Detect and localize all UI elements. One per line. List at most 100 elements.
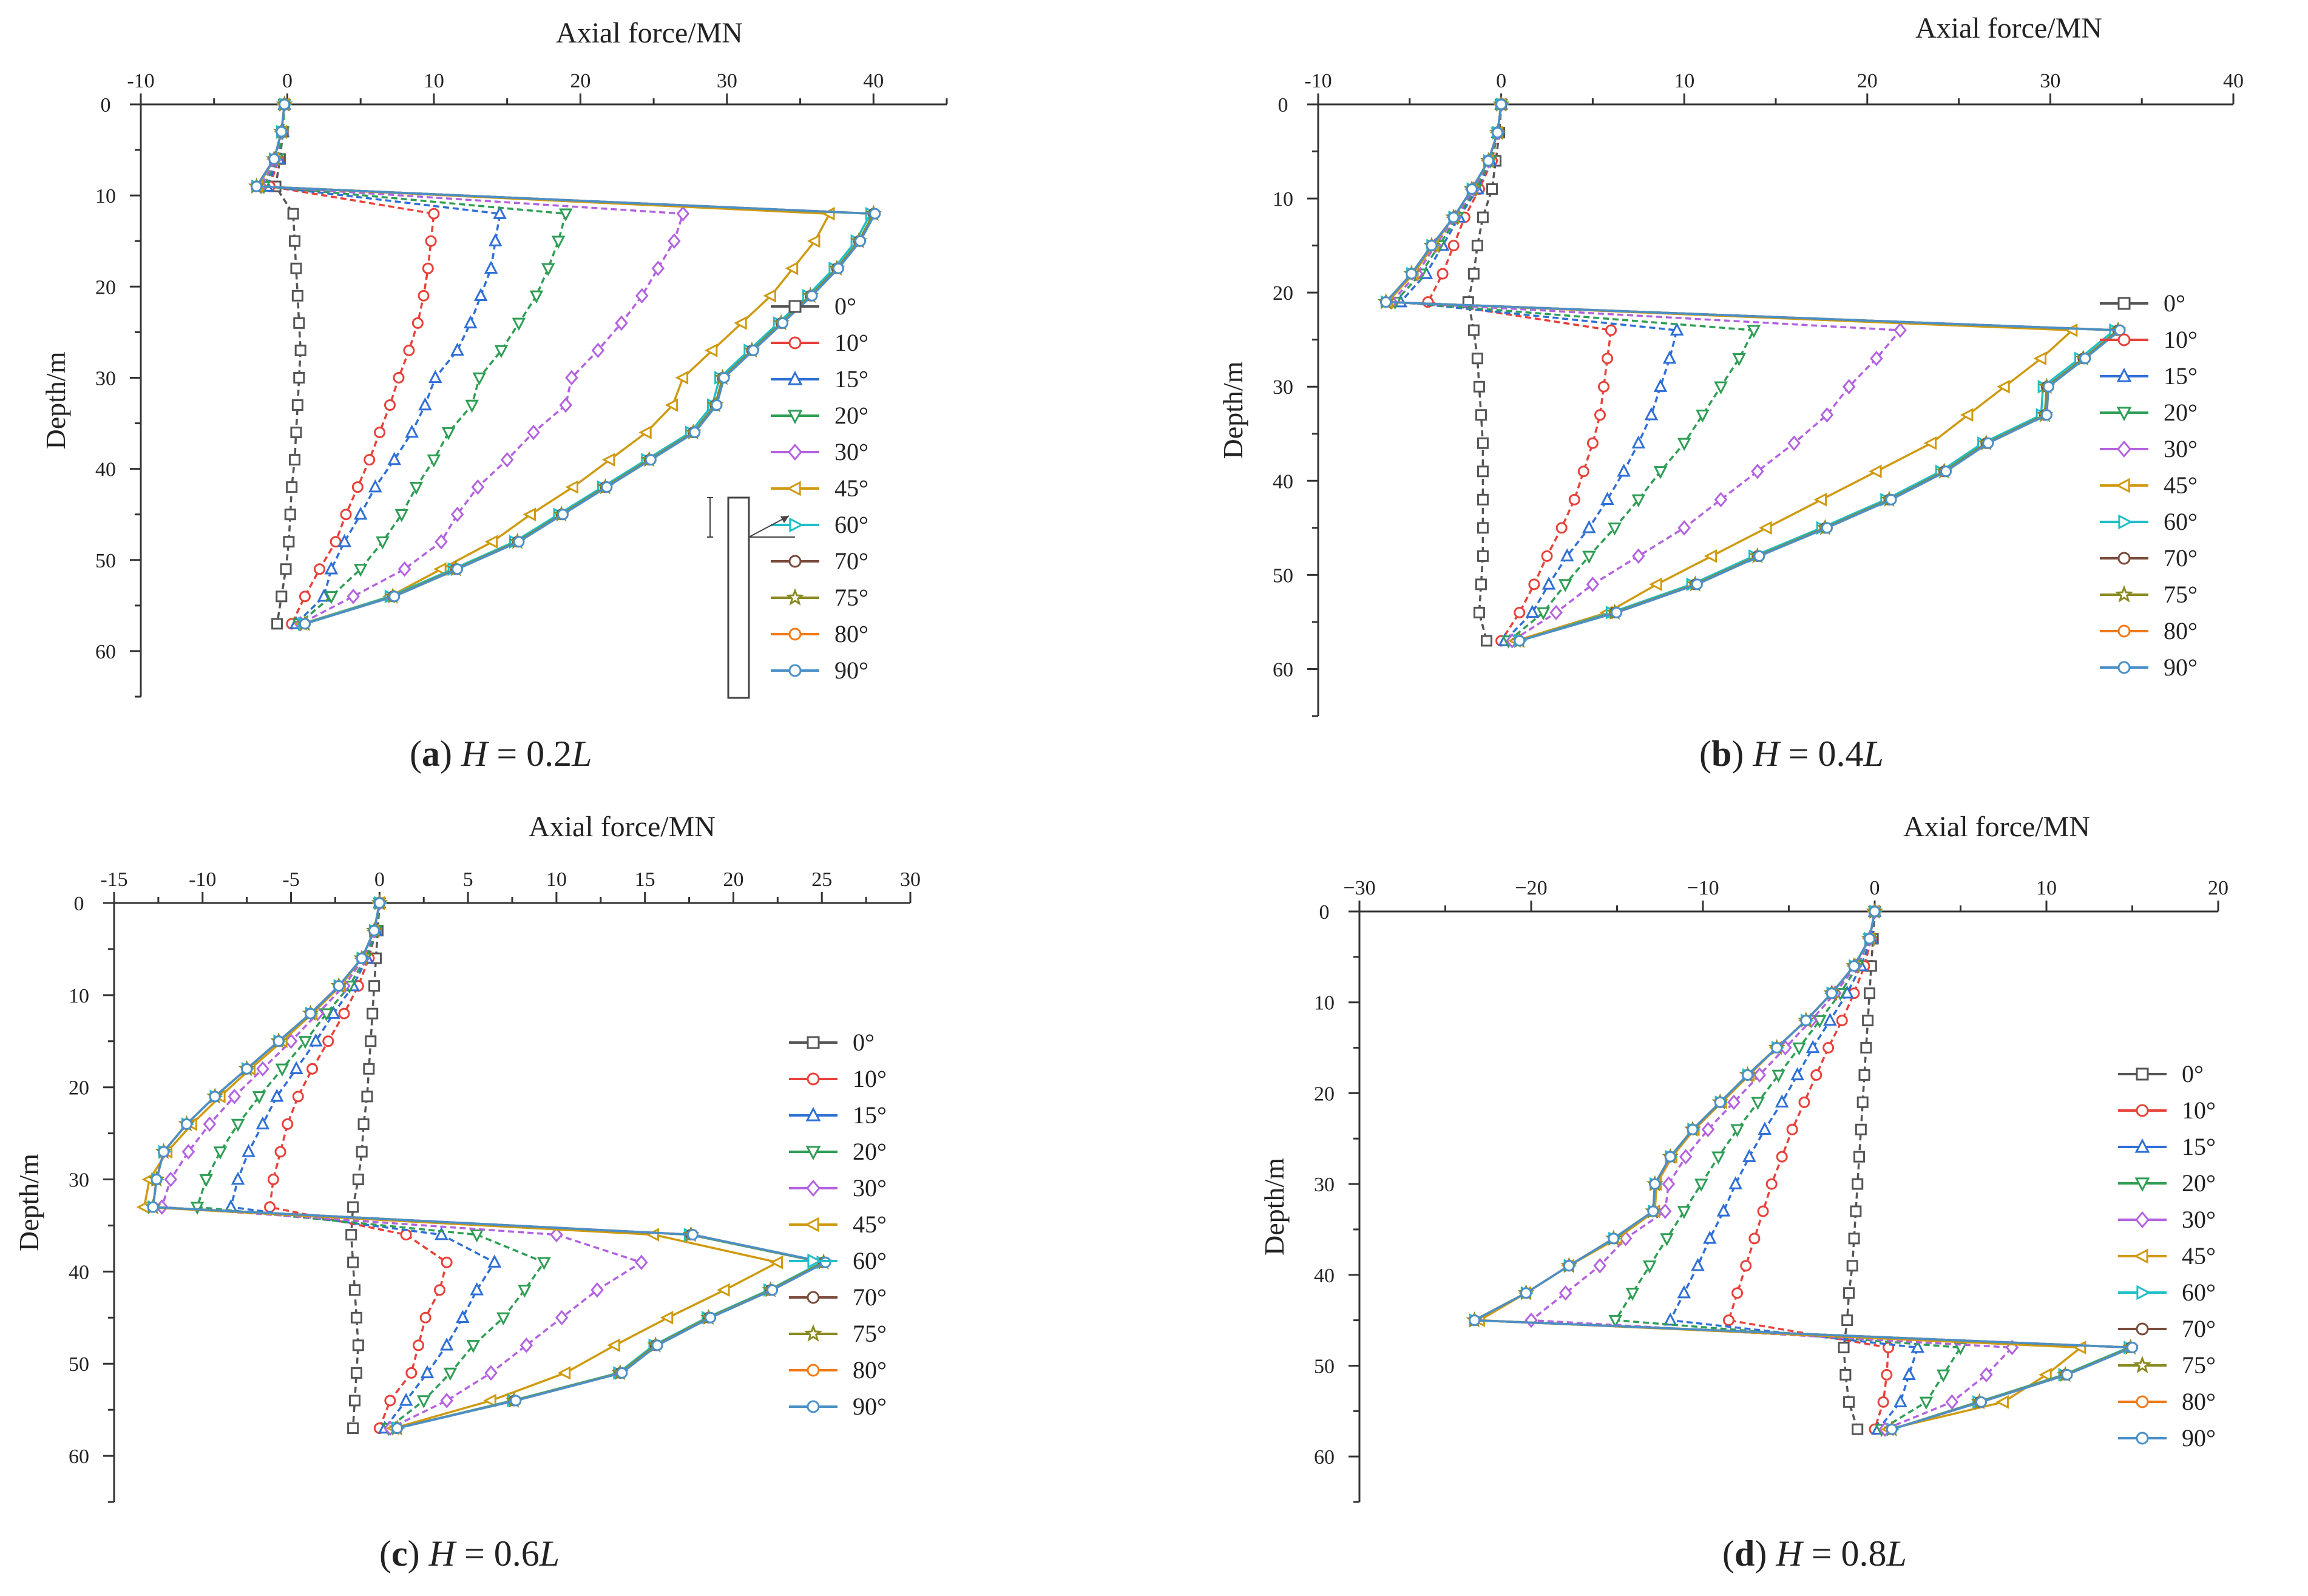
data-point [450, 506, 464, 522]
data-point [555, 1310, 569, 1326]
data-point [1839, 1368, 1852, 1381]
data-point [1757, 1205, 1769, 1217]
data-point [1492, 127, 1504, 139]
data-point [513, 536, 525, 548]
data-point [601, 453, 615, 467]
data-point [711, 399, 723, 411]
data-point [465, 399, 479, 413]
y-tick-label: 40 [1273, 470, 1293, 493]
data-point [361, 1090, 373, 1103]
data-point [1471, 240, 1483, 252]
series-line-10deg [1426, 104, 1613, 641]
data-point [293, 317, 305, 329]
data-point [1869, 905, 1881, 918]
data-point [284, 1033, 298, 1049]
data-point [1514, 635, 1526, 647]
data-point [473, 288, 488, 302]
data-point [493, 206, 507, 219]
y-tick-label: 0 [101, 94, 111, 117]
data-point [1728, 1176, 1743, 1189]
data-point [463, 315, 478, 329]
data-point [2127, 1342, 2138, 1354]
series-line-60deg [152, 902, 825, 1430]
data-point [1853, 1151, 1866, 1163]
data-point [472, 372, 487, 386]
data-point [435, 1226, 448, 1240]
data-point [1848, 960, 1860, 972]
legend-marker [807, 1364, 820, 1377]
data-point [282, 1118, 294, 1130]
data-point [1846, 1260, 1858, 1272]
series-line-20deg [1393, 104, 1756, 642]
legend-marker [807, 1291, 820, 1304]
legend-marker [2134, 1177, 2150, 1192]
legend-marker [788, 627, 802, 641]
data-point [1701, 1121, 1715, 1137]
data-point [1954, 1342, 1968, 1356]
legend-marker [806, 1179, 821, 1197]
data-point [1594, 409, 1606, 421]
data-point [651, 1339, 663, 1351]
data-point [412, 1339, 424, 1351]
data-point [289, 454, 301, 466]
data-point [2061, 1368, 2073, 1381]
series-line-30deg [160, 902, 644, 1430]
series-line-15deg [1398, 104, 1679, 642]
data-point [1786, 1123, 1798, 1135]
x-tick-label: 20 [1857, 70, 1878, 92]
data-point [400, 1229, 412, 1241]
legend-label: 10° [2164, 326, 2198, 353]
data-point [1759, 521, 1772, 535]
legend-marker [805, 1146, 821, 1161]
data-point [419, 1311, 431, 1324]
data-point [403, 344, 415, 356]
data-point [1822, 1042, 1835, 1054]
data-point [352, 1174, 364, 1186]
data-point [1881, 1368, 1893, 1381]
data-point [704, 343, 718, 357]
data-point [1555, 522, 1568, 534]
data-point [1862, 1015, 1874, 1027]
data-point [1716, 1203, 1731, 1217]
data-point [1406, 268, 1418, 280]
data-point [665, 398, 679, 412]
data-point [717, 1283, 730, 1297]
x-tick-label: 0 [374, 868, 385, 891]
data-point [1923, 436, 1937, 450]
data-point [1691, 1257, 1705, 1271]
data-point [1649, 1178, 1661, 1190]
legend-marker [786, 481, 801, 496]
data-point [1625, 1288, 1640, 1301]
data-point [147, 1201, 159, 1213]
data-point [427, 454, 441, 468]
data-point [356, 1146, 368, 1158]
x-tick-label: 30 [2040, 70, 2060, 92]
data-point [368, 479, 382, 493]
data-point [1437, 268, 1449, 280]
legend-marker [2114, 585, 2134, 603]
y-tick-label: 10 [1273, 188, 1293, 211]
data-point [1563, 1260, 1575, 1272]
data-point [1843, 1396, 1855, 1408]
data-point [1577, 465, 1589, 478]
data-point [635, 1254, 648, 1270]
data-point [399, 1393, 413, 1406]
y-tick-label: 30 [1273, 376, 1293, 399]
legend-label: 80° [2182, 1388, 2216, 1415]
data-point [484, 1365, 498, 1381]
data-point [1771, 1042, 1783, 1054]
data-point [484, 535, 498, 549]
legend-label: 90° [853, 1393, 887, 1420]
legend-label: 30° [853, 1174, 887, 1202]
data-point [1653, 379, 1668, 392]
data-point [470, 1282, 484, 1296]
data-point [299, 590, 311, 603]
x-tick-label: 15 [635, 868, 655, 891]
data-point [418, 397, 432, 411]
legend-marker [788, 300, 802, 313]
data-point [550, 1226, 563, 1243]
data-point [734, 316, 747, 330]
legend-label: 10° [853, 1065, 887, 1092]
legend-label: 80° [853, 1356, 887, 1384]
data-point [512, 317, 526, 331]
